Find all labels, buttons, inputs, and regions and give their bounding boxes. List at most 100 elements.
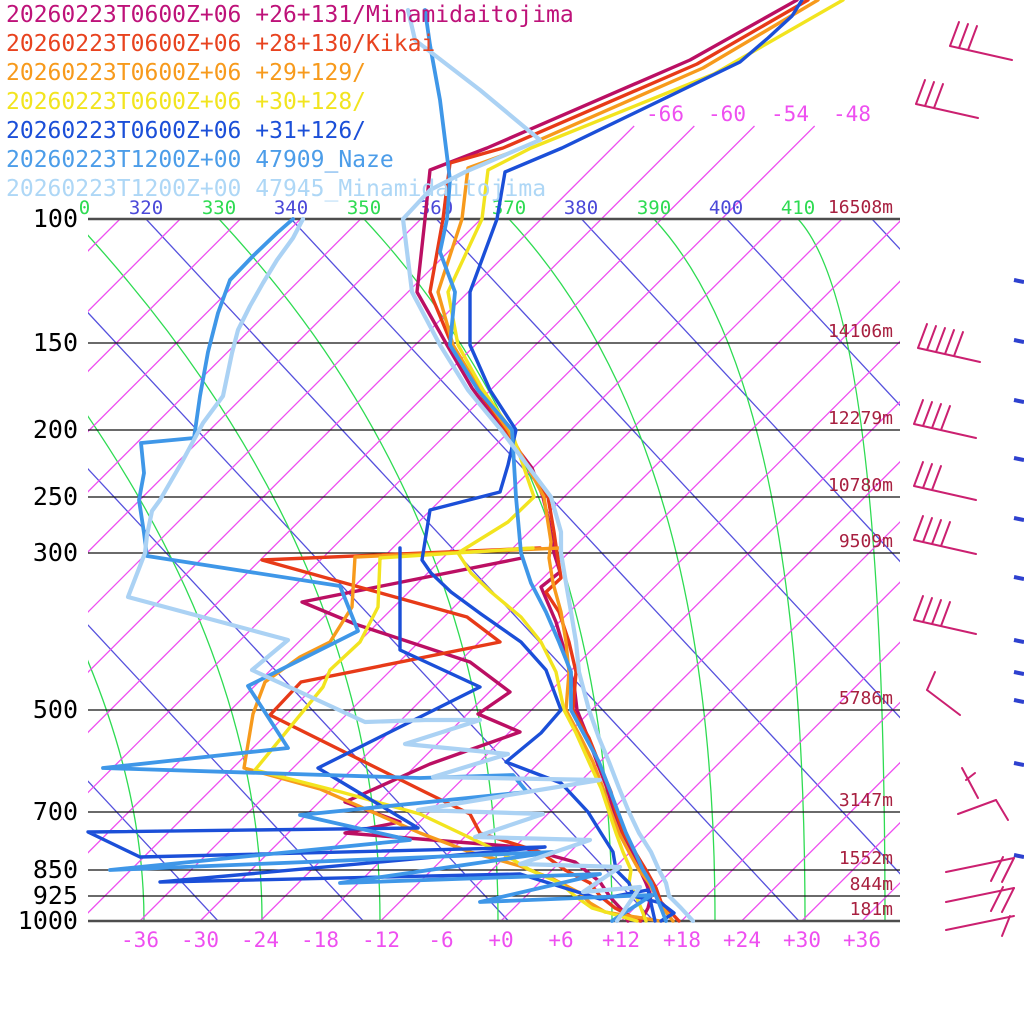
temperature-curve-fcst_26N131E_Minamidaitojima (415, 0, 799, 923)
temp-label-+6: +6 (548, 928, 573, 952)
dry-adiabat-line (435, 219, 900, 719)
wind-barb-segment (922, 517, 933, 543)
altitude-label-10780m: 10780m (828, 475, 893, 496)
altitude-label-844m: 844m (850, 874, 893, 895)
wind-barb-segment (945, 857, 1015, 873)
pressure-label-925: 925 (33, 881, 78, 910)
upper-isotherm-label--54: -54 (771, 102, 809, 126)
edge-wind-tick (1013, 338, 1024, 344)
dry-adiabat-line (88, 780, 219, 921)
header-legend: 20260223T0600Z+06 +26+131/Minamidaitojim… (6, 1, 574, 204)
edge-wind-tick (1013, 398, 1024, 404)
wind-barb-segment (990, 856, 1004, 882)
pressure-label-150: 150 (33, 328, 78, 357)
theta-label-320: 320 (129, 197, 163, 219)
wind-barb-segment (945, 915, 1015, 931)
dry-adiabat-line (871, 219, 900, 251)
edge-wind-tick (1013, 575, 1024, 581)
isotherm-line (88, 219, 542, 674)
edge-wind-tick (1013, 761, 1024, 767)
wind-barb-segment (931, 465, 942, 491)
temp-label-+24: +24 (723, 928, 761, 952)
wind-barb-segment (917, 347, 981, 363)
isotherm-line (320, 340, 900, 921)
dry-adiabat-line (290, 219, 900, 875)
wind-barb-segment (922, 597, 933, 623)
moist-adiabat-line (508, 219, 716, 921)
header-line-1: 20260223T0600Z+06 +28+130/Kikai (6, 31, 436, 57)
isotherm-line (88, 219, 422, 553)
isotherm-line (88, 219, 181, 313)
wind-barb-segment (915, 103, 979, 119)
pressure-label-250: 250 (33, 482, 78, 511)
isotherm-line (500, 521, 900, 921)
moist-adiabat-line (653, 219, 806, 921)
isotherm-extension-line (600, 125, 695, 220)
wind-barb-segment (949, 45, 1013, 61)
wind-barb-segment (940, 601, 951, 627)
dry-adiabat-line (145, 219, 800, 921)
isotherm-line (741, 761, 900, 921)
edge-wind-tick (1013, 278, 1024, 284)
temp-label--24: -24 (241, 928, 279, 952)
wind-barb-segment (931, 599, 942, 625)
wind-barb-segment (913, 461, 924, 487)
wind-barb-segment (940, 521, 951, 547)
altitude-label-1552m: 1552m (839, 848, 893, 869)
header-line-0: 20260223T0600Z+06 +26+131/Minamidaitojim… (6, 2, 574, 28)
wind-barb-segment (933, 83, 944, 109)
theta-label-350: 350 (347, 197, 381, 219)
wind-barb-segment (917, 323, 928, 349)
wind-barb-segment (922, 463, 933, 489)
wind-barb-segment (940, 405, 951, 431)
temp-label-+36: +36 (843, 928, 881, 952)
edge-wind-tick (1013, 853, 1024, 859)
temperature-curve-obs_47945_Minamidaitojima (400, 7, 696, 924)
temperature-curve-fcst_31N126E (420, 0, 804, 923)
wind-barb-7 (926, 671, 961, 716)
isotherm-extension-line (661, 125, 755, 220)
wind-barb-segment (931, 403, 942, 429)
isotherm-line (560, 581, 900, 921)
moist-adiabat-line (0, 219, 26, 921)
theta-label-310: 310 (56, 197, 90, 219)
grid-layer (0, 219, 900, 921)
altitude-label-16508m: 16508m (828, 197, 893, 218)
pressure-label-500: 500 (33, 695, 78, 724)
edge-wind-tick (1013, 456, 1024, 462)
wind-barb-segment (1001, 887, 1015, 913)
isotherm-line (88, 219, 662, 794)
wind-barb-segment (957, 799, 997, 815)
temp-label-+18: +18 (663, 928, 701, 952)
wind-barb-segment (953, 331, 964, 357)
theta-label-380: 380 (564, 197, 598, 219)
temp-label-+30: +30 (783, 928, 821, 952)
wind-barb-segment (926, 325, 937, 351)
isotherm-extension-line (721, 125, 816, 220)
isotherm-line (88, 219, 602, 734)
isotherm-line (681, 701, 900, 921)
temperature-curve-fcst_30N128E (446, 0, 845, 923)
wind-barb-segment (965, 772, 976, 781)
altitude-label-14106m: 14106m (828, 321, 893, 342)
wind-barb-6 (913, 595, 977, 635)
isotherm-line (440, 460, 900, 921)
wind-barb-segment (913, 515, 924, 541)
wind-barb-segment (935, 327, 946, 353)
wind-barb-segment (931, 519, 942, 545)
wind-barb-segment (922, 401, 933, 427)
pressure-label-1000: 1000 (18, 906, 78, 935)
altitude-label-3147m: 3147m (839, 790, 893, 811)
wind-barb-1 (915, 79, 979, 119)
pressure-label-300: 300 (33, 538, 78, 567)
isotherm-line (88, 219, 301, 433)
isotherm-line (88, 219, 241, 373)
altitude-label-181m: 181m (850, 899, 893, 920)
header-line-6: 20260223T1200Z+00 47945_Minamidaitojima (6, 176, 547, 202)
wind-barb-segment (913, 539, 977, 555)
wind-barb-segment (913, 595, 924, 621)
wind-barb-9 (945, 856, 1015, 883)
wind-barb-4 (913, 461, 977, 501)
